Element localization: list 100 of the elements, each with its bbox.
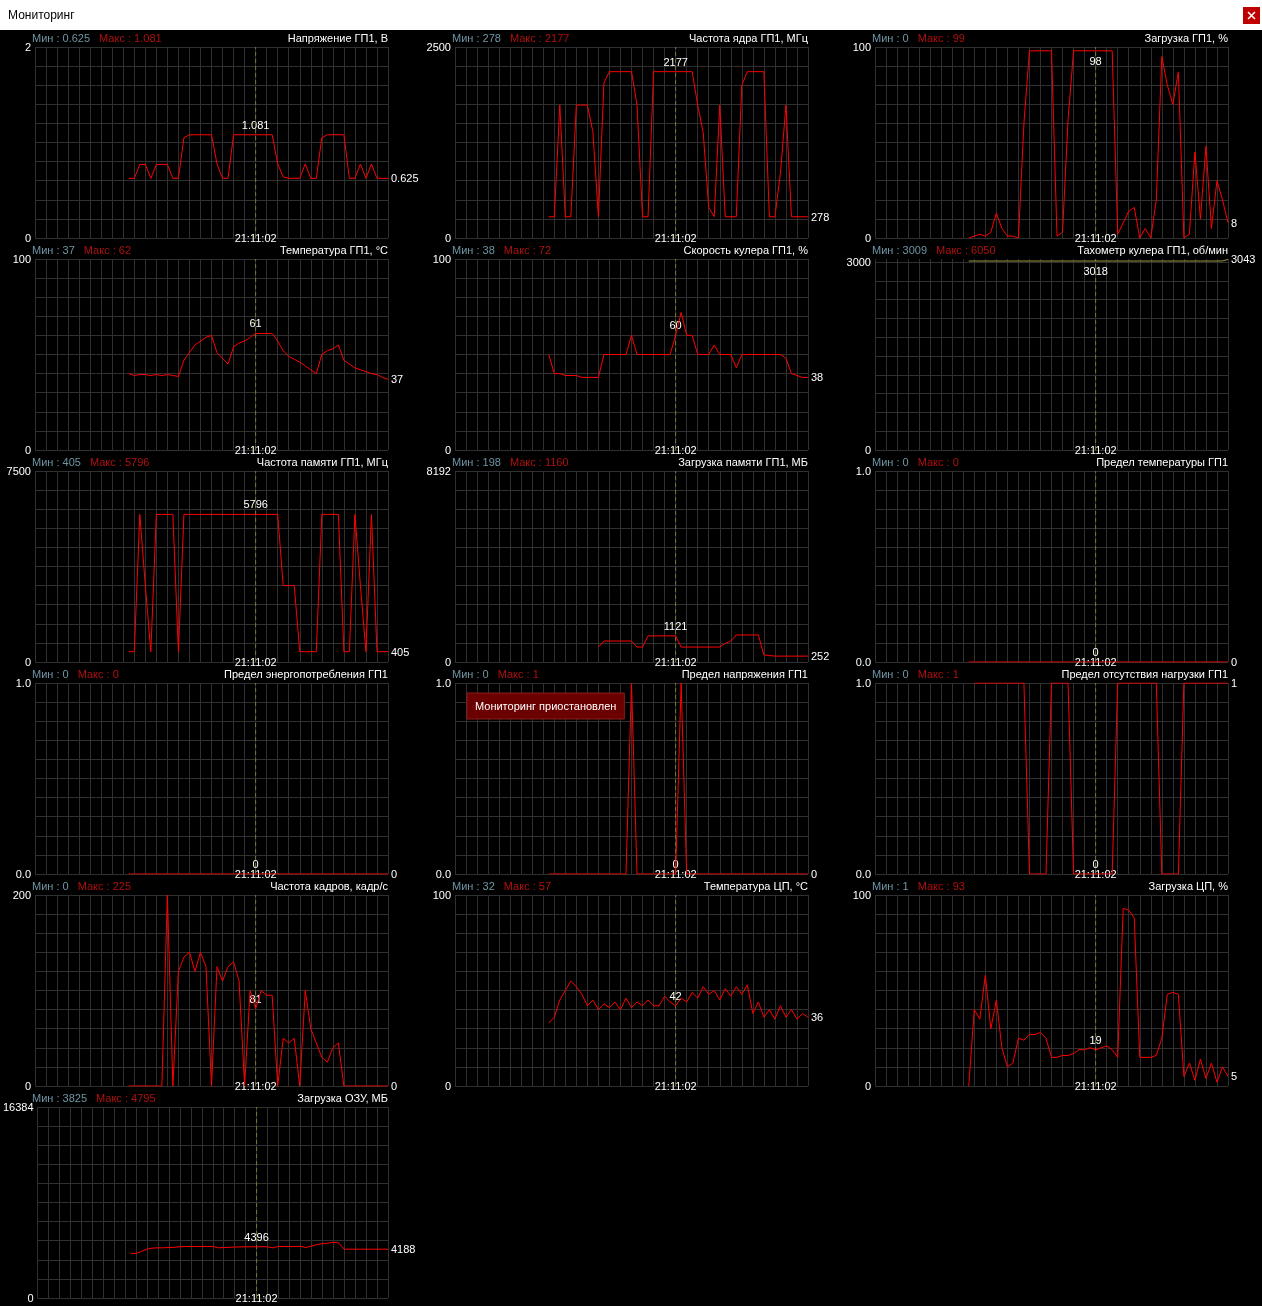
- text: Мин : 32: [452, 880, 495, 892]
- y-tick-label: 16384: [2, 1101, 34, 1113]
- annotation: 1.081: [241, 118, 270, 131]
- text: Макс : 0: [917, 456, 959, 468]
- text: Мин : 0: [872, 456, 909, 468]
- annotation: 0: [252, 858, 259, 870]
- y-tick-label: 0.0: [855, 868, 871, 880]
- annotation: 21:11:02: [234, 444, 277, 456]
- annotation: 21:11:02: [654, 1080, 697, 1092]
- text: Макс : 1: [497, 668, 539, 680]
- text: 36: [811, 1011, 824, 1024]
- y-tick-label: 0.0: [15, 868, 31, 880]
- y-tick-label: 100: [12, 253, 31, 265]
- chart-title: Загрузка памяти ГП1, МБ: [678, 456, 808, 468]
- text: Макс : 1.081: [99, 32, 162, 44]
- annotation: 21:11:02: [234, 656, 277, 668]
- annotation: 21:11:02: [234, 232, 277, 244]
- text: 4188: [391, 1243, 416, 1256]
- y-tick-label: 2: [24, 41, 31, 53]
- y-tick-label: 0: [864, 1080, 871, 1092]
- annotation: 21:11:02: [234, 1080, 277, 1092]
- chart-title: Тахометр кулера ГП1, об/мин: [1077, 244, 1228, 256]
- text: Мин : 1: [872, 880, 909, 892]
- y-tick-label: 200: [12, 889, 31, 901]
- y-tick-label: 100: [432, 889, 451, 901]
- annotation: 19: [1089, 1033, 1102, 1046]
- text: Мин : 0: [32, 668, 69, 680]
- annotation: 21:11:02: [654, 868, 697, 880]
- text: Мин : 198: [452, 456, 501, 468]
- text: Мин : 0: [452, 668, 489, 680]
- text: Макс : 4795: [96, 1092, 156, 1104]
- chart-title: Частота кадров, кадр/с: [270, 880, 389, 892]
- annotation: Мониторинг приостановлен: [475, 700, 617, 712]
- annotation: 60: [669, 319, 682, 332]
- chart-title: Предел напряжения ГП1: [681, 668, 808, 680]
- annotation: 21:11:02: [1074, 1080, 1117, 1092]
- text: 3043: [1231, 253, 1256, 266]
- text: Мин : 0: [872, 668, 909, 680]
- y-tick-label: 0: [444, 656, 451, 668]
- text: 38: [811, 371, 824, 384]
- y-tick-label: 8192: [426, 465, 451, 477]
- y-tick-label: 0: [24, 1080, 31, 1092]
- text: Мин : 278: [452, 32, 501, 44]
- text: 37: [391, 373, 404, 386]
- annotation: 0: [672, 858, 679, 870]
- y-tick-label: 0: [864, 232, 871, 244]
- annotation: 2177: [663, 55, 688, 68]
- annotation: 0: [1092, 646, 1099, 658]
- y-tick-label: 100: [852, 889, 871, 901]
- y-tick-label: 0: [444, 444, 451, 456]
- text: Макс : 62: [83, 244, 132, 256]
- annotation: 21:11:02: [1074, 656, 1117, 668]
- chart-title: Скорость кулера ГП1, %: [683, 244, 809, 256]
- text: Мин : 38: [452, 244, 495, 256]
- annotation: 1121: [663, 619, 688, 632]
- annotation: 21:11:02: [654, 656, 697, 668]
- chart-title: Предел отсутствия нагрузки ГП1: [1061, 668, 1228, 680]
- text: Макс : 1: [917, 668, 959, 680]
- annotation: 21:11:02: [1074, 868, 1117, 880]
- y-tick-label: 1.0: [855, 677, 871, 689]
- y-tick-label: 0: [27, 1292, 34, 1304]
- text: Макс : 6050: [936, 244, 996, 256]
- text: Мин : 0: [32, 880, 69, 892]
- text: Мин : 3825: [32, 1092, 88, 1104]
- text: 405: [391, 645, 410, 658]
- text: Мин : 3009: [872, 244, 928, 256]
- annotation: 5796: [243, 498, 268, 511]
- annotation: 21:11:02: [235, 1292, 278, 1304]
- annotation: 61: [249, 317, 262, 330]
- text: 8: [1231, 216, 1238, 229]
- y-tick-label: 7500: [6, 465, 31, 477]
- y-tick-label: 1.0: [435, 677, 451, 689]
- text: Макс : 225: [77, 880, 132, 892]
- chart-title: Частота памяти ГП1, МГц: [256, 456, 389, 468]
- chart-title: Предел энергопотребления ГП1: [224, 668, 388, 680]
- y-tick-label: 0: [864, 444, 871, 456]
- chart-title: Температура ГП1, °C: [279, 244, 389, 256]
- text: Макс : 93: [917, 880, 965, 892]
- y-tick-label: 0: [444, 232, 451, 244]
- chart-title: Загрузка ЦП, %: [1148, 880, 1229, 892]
- y-tick-label: 1.0: [15, 677, 31, 689]
- annotation: 21:11:02: [654, 444, 697, 456]
- text: 0: [391, 1080, 398, 1092]
- text: Макс : 2177: [509, 32, 570, 44]
- y-tick-label: 100: [852, 41, 871, 53]
- chart-title: Загрузка ГП1, %: [1144, 32, 1229, 44]
- text: 0: [1231, 656, 1238, 668]
- y-tick-label: 100: [432, 253, 451, 265]
- text: Мин : 405: [32, 456, 81, 468]
- text: 278: [811, 210, 830, 223]
- text: Макс : 5796: [89, 456, 150, 468]
- chart-title: Напряжение ГП1, В: [287, 32, 388, 44]
- y-tick-label: 1.0: [855, 465, 871, 477]
- text: 252: [811, 650, 830, 663]
- annotation: 42: [669, 989, 682, 1002]
- text: Мин : 37: [32, 244, 75, 256]
- y-tick-label: 0: [444, 1080, 451, 1092]
- annotation: 21:11:02: [1074, 232, 1117, 244]
- y-tick-label: 3000: [846, 256, 871, 269]
- annotation: 21:11:02: [234, 868, 277, 880]
